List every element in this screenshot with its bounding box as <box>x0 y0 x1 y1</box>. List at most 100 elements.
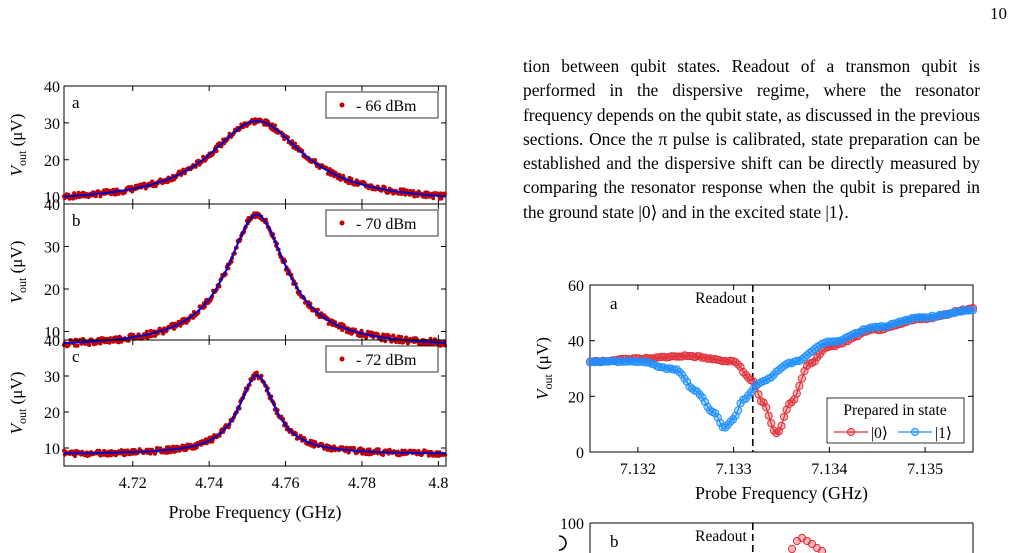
data-point <box>167 445 172 450</box>
data-marker <box>787 544 797 553</box>
legend-label: |1⟩ <box>935 425 952 442</box>
legend-title: Prepared in state <box>843 402 946 419</box>
data-point <box>403 192 408 197</box>
y-tick-label: 30 <box>44 116 60 133</box>
data-point <box>397 340 402 345</box>
panel-c-frame <box>63 339 447 467</box>
data-marker <box>767 419 776 428</box>
data-point <box>424 195 428 200</box>
panel-label: a <box>610 294 618 313</box>
legend-marker <box>339 102 345 108</box>
y-tick-label: 60 <box>568 278 584 295</box>
data-point <box>131 332 136 337</box>
legend-box <box>325 345 439 373</box>
data-point <box>254 370 259 375</box>
panel-b-ylabel-text: Vout (μV) <box>7 241 29 304</box>
x-tick-label: 4.74 <box>195 475 223 492</box>
x-tick-label: 7.135 <box>907 461 943 478</box>
panel-b-ylabel: Vout (μV) <box>7 241 29 304</box>
data-point <box>399 335 404 339</box>
y-tick-label: 10 <box>44 441 60 458</box>
panel-a-legend: - 66 dBm <box>325 91 439 119</box>
y-tick-label: 40 <box>44 333 60 350</box>
data-point <box>443 191 447 196</box>
data-marker <box>966 306 975 315</box>
y-tick-label: 0 <box>576 445 584 462</box>
x-tick-label: 7.133 <box>716 461 752 478</box>
y-tick-label: 30 <box>44 369 60 386</box>
panel-a-right-ylabel: Vout (μV) <box>533 337 555 400</box>
panel-c-ylabel-text: Vout (μV) <box>7 372 29 435</box>
panel-a-ylabel: Vout (μV) <box>7 114 29 177</box>
legend-box <box>325 209 439 237</box>
data-point <box>171 444 176 449</box>
data-point <box>149 334 154 339</box>
panel-b-markers <box>787 533 827 553</box>
data-marker <box>764 411 773 420</box>
data-point <box>93 194 98 199</box>
panel-b-legend: - 70 dBm <box>325 209 439 237</box>
panel-c-ylabel: Vout (μV) <box>7 372 29 435</box>
data-marker <box>792 389 801 398</box>
x-tick-label: 4.8 <box>428 475 448 492</box>
data-marker <box>795 381 804 391</box>
legend-label: - 72 dBm <box>356 352 417 369</box>
data-point <box>381 453 386 457</box>
panel-c-fit-curve <box>64 374 446 455</box>
data-point <box>376 447 381 452</box>
data-point <box>144 329 149 334</box>
data-point <box>113 335 118 340</box>
state-legend: Prepared in state |0⟩ |1⟩ <box>826 397 965 444</box>
data-point <box>367 447 372 452</box>
data-marker <box>698 393 707 402</box>
y-tick-label: 40 <box>44 197 60 214</box>
panel-c-data <box>62 370 448 459</box>
data-point <box>426 453 431 458</box>
y-tick-label: 20 <box>44 153 60 170</box>
ylabel-fragment <box>558 535 567 551</box>
panel-label: b <box>72 211 81 230</box>
data-point <box>357 334 362 339</box>
legend-marker <box>910 427 920 437</box>
x-axis-label: Probe Frequency (GHz) <box>695 483 868 504</box>
readout-label: Readout <box>695 290 747 307</box>
panel-b-fit-curve <box>63 213 446 345</box>
data-marker <box>762 403 771 412</box>
data-marker <box>817 546 827 553</box>
y-tick-label: 40 <box>44 79 60 96</box>
x-tick-label: 7.134 <box>811 461 847 478</box>
panel-a-data <box>62 117 447 201</box>
data-marker <box>780 412 789 421</box>
data-point <box>340 328 345 333</box>
panel-a-right-ylabel-text: Vout (μV) <box>533 337 555 400</box>
legend-marker <box>339 356 345 362</box>
data-marker <box>777 421 786 430</box>
data-point <box>72 191 77 196</box>
legend-marker <box>339 220 345 226</box>
legend-label: - 70 dBm <box>356 216 417 233</box>
data-marker <box>716 418 725 427</box>
panel-a-right-frame <box>589 284 974 453</box>
y-tick-label: 20 <box>44 282 60 299</box>
series-state1 <box>585 305 978 432</box>
data-marker <box>711 409 720 418</box>
panel-label: b <box>610 532 619 551</box>
x-tick-label: 4.78 <box>348 475 376 492</box>
legend-marker <box>846 427 856 437</box>
page-number: 10 <box>990 4 1007 23</box>
data-marker <box>734 406 743 415</box>
legend-label: |0⟩ <box>871 425 888 442</box>
data-point <box>97 448 102 453</box>
data-point <box>354 178 359 183</box>
y-tick-label: 20 <box>44 405 60 422</box>
data-point <box>161 331 166 336</box>
y-tick-label: 10 <box>44 190 60 207</box>
data-marker <box>797 374 807 383</box>
x-axis-label: Probe Frequency (GHz) <box>169 502 342 523</box>
data-point <box>404 335 409 340</box>
data-marker <box>754 390 763 399</box>
y-tick-label: 10 <box>44 325 60 342</box>
data-marker <box>810 357 819 366</box>
data-point <box>273 123 277 128</box>
